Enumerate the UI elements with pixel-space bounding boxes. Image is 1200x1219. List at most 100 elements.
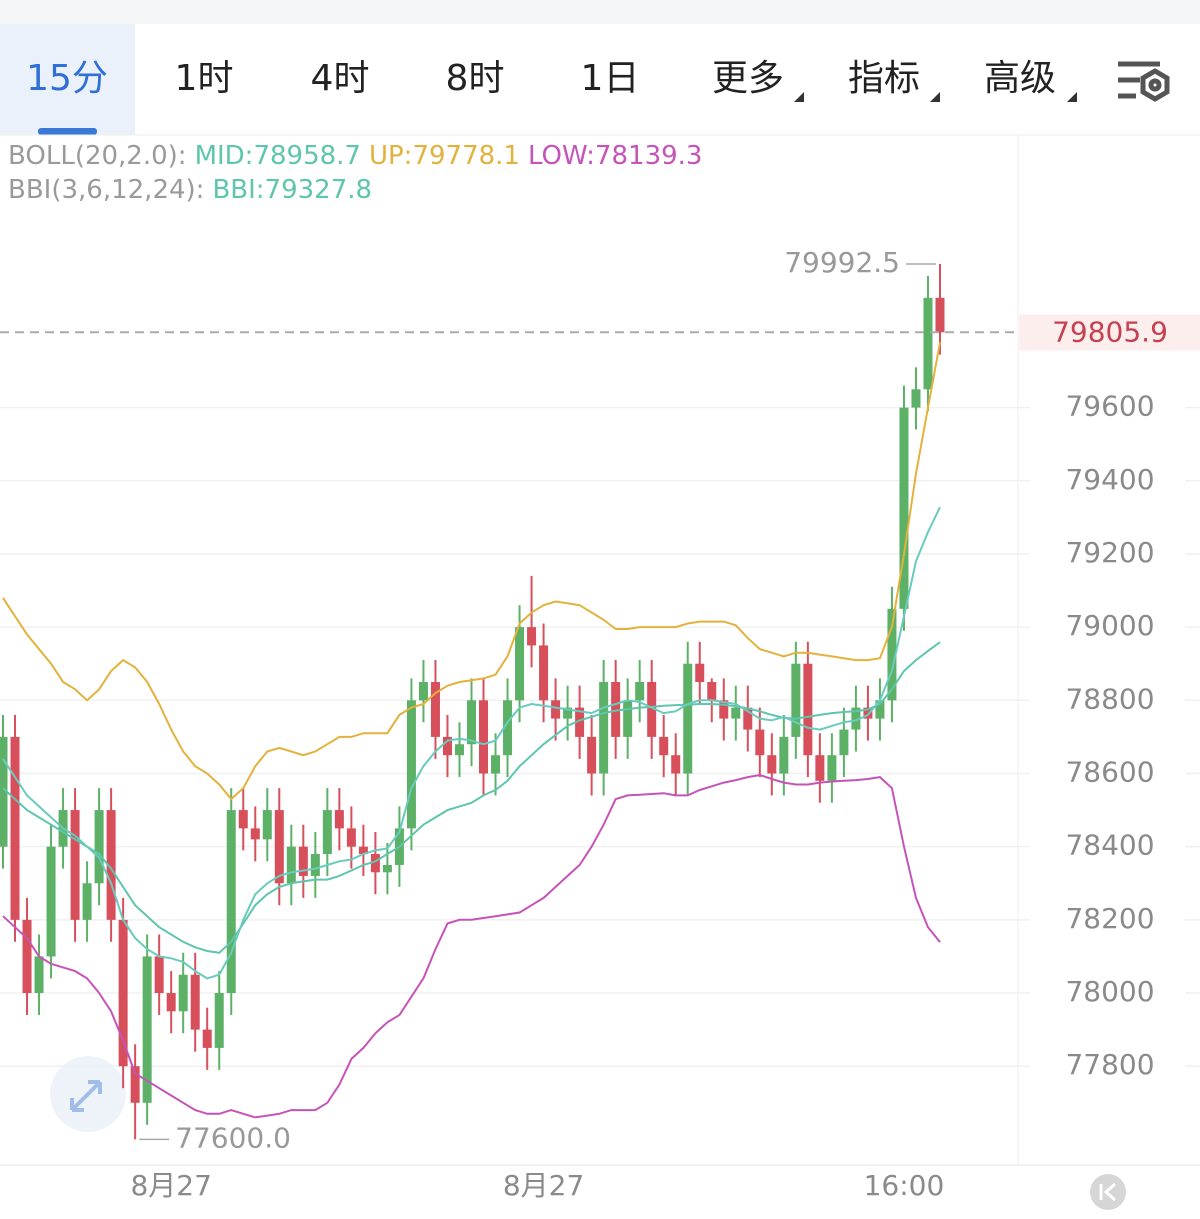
y-tick-label: 79200 [1065,536,1154,569]
candle-body [310,853,320,876]
candle-body [743,707,753,730]
candle-body [34,956,44,994]
candle-body [851,707,861,730]
candle-body [671,755,681,774]
y-tick-label: 79400 [1065,463,1154,496]
candle-body [382,864,392,873]
y-tick-label: 78600 [1065,755,1154,788]
indicator-row: BOLL(20,2.0): MID:78958.7 UP:79778.1 LOW:78… [8,141,702,171]
candle-body [418,682,428,701]
y-tick-label: 78800 [1065,682,1154,715]
candle-body [659,736,669,756]
tab[interactable]: 4时 [311,58,370,99]
candle-body [695,663,705,683]
candle-body [238,810,248,829]
candle-body [22,919,32,994]
candle-body [935,297,945,333]
candle-body [166,993,176,1012]
y-tick-label: 78200 [1065,902,1154,935]
candle-body [731,707,741,719]
candle-body [707,682,717,701]
settings-icon[interactable] [1118,61,1170,102]
candle-body [623,700,633,737]
candle-body [875,700,885,719]
candle-body [575,707,585,737]
candle-body [322,810,332,854]
candle-body [839,729,849,756]
candle-body [118,919,128,1067]
indicator-label: BBI(3,6,12,24): [8,175,204,205]
candle-body [94,810,104,884]
x-tick-label: 16:00 [864,1169,945,1202]
y-tick-label: 79600 [1065,390,1154,423]
indicator-row: BBI(3,6,12,24): BBI:79327.8 [8,175,372,205]
candle-body [130,1066,140,1103]
min-mark-label: 77600.0 [175,1121,291,1154]
candle-body [10,736,20,920]
candle-body [178,974,188,1012]
candle-body [755,729,765,756]
candle-body [863,707,873,719]
candle-body [539,645,549,701]
tab[interactable]: 高级 [984,58,1056,99]
candle-body [358,846,368,854]
candle-body [467,700,476,745]
y-tick-label: 77800 [1065,1048,1154,1081]
candle-body [491,755,501,774]
candle-body [334,810,344,829]
candle-body [202,1029,212,1048]
candle-body [923,297,933,390]
max-mark-label: 79992.5 [784,246,900,279]
candle-body [454,744,464,756]
candle-body [346,828,356,847]
x-tick-label: 8月27 [130,1169,211,1202]
candle-body [911,389,921,408]
indicator-line [2,641,941,954]
tab[interactable]: 1日 [581,58,640,99]
candle-body [274,810,284,884]
y-tick-label: 78000 [1065,975,1154,1008]
candle-body [106,810,116,920]
candle-body [190,974,200,1030]
indicator-label: BOLL(20,2.0): [8,141,187,171]
indicator-line [2,506,941,980]
candle-body [515,627,525,701]
candle-body [599,682,609,774]
candle-body [262,810,272,840]
x-tick-label: 8月27 [503,1169,584,1202]
candle-body [250,828,260,840]
candle-body [70,810,80,920]
candle-body [406,700,416,829]
candle-body [442,736,452,756]
tab[interactable]: 指标 [848,58,920,99]
indicator-value: UP:79778.1 [369,141,520,171]
candle-body [815,755,825,781]
candle-body [226,810,236,994]
candle-body [683,663,693,774]
candle-body [430,682,440,737]
candle-body [527,627,537,646]
candle-body [82,883,92,920]
candle-body [298,846,308,876]
candle-body [370,853,380,873]
candle-body [887,608,897,701]
candle-body [611,682,621,737]
candle-body [46,846,56,957]
indicator-value: LOW:78139.3 [528,141,702,171]
tab[interactable]: 8时 [446,58,505,99]
active-tab-bg [0,24,135,135]
candle-body [779,736,789,774]
tab[interactable]: 15分 [26,58,108,99]
tab[interactable]: 1时 [175,58,234,99]
candle-body [719,700,729,719]
indicator-value: MID:78958.7 [195,141,361,171]
indicator-line [2,773,941,1119]
active-tab-underline [38,128,97,135]
scroll-icon [1099,1182,1116,1202]
y-tick-label: 78400 [1065,829,1154,862]
candle-body [0,736,8,847]
candle-body [767,755,777,774]
tab[interactable]: 更多 [712,58,784,99]
candle-body [503,700,513,756]
